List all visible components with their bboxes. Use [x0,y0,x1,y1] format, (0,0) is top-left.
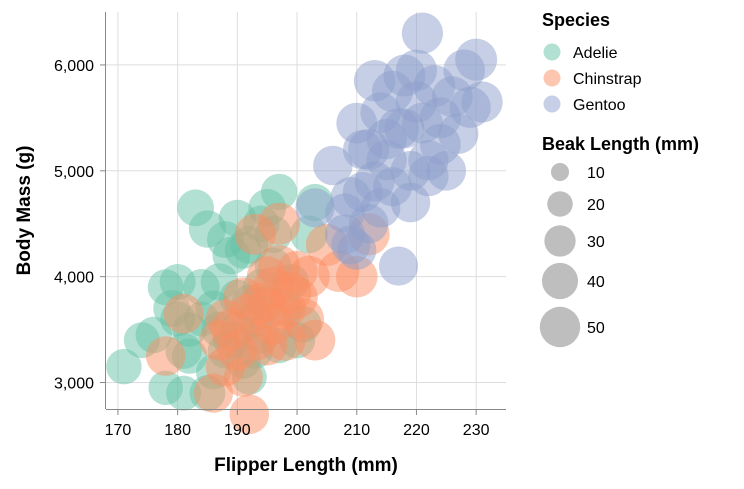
data-point-gentoo [360,92,401,133]
legend-size-circle [539,306,581,348]
legend-size-label: 40 [587,274,605,291]
legend-label-adelie: Adelie [573,45,618,62]
legend-size-circle [547,191,573,217]
data-point-gentoo [455,38,498,81]
legend-size-title: Beak Length (mm) [542,134,699,154]
x-tick-label: 230 [463,422,490,439]
x-axis-title: Flipper Length (mm) [214,455,398,476]
legend-swatch-adelie [543,43,561,61]
data-point-adelie [106,348,142,385]
legend-swatch-gentoo [543,95,561,113]
legend-species-title: Species [542,10,610,30]
data-point-chinstrap [294,319,336,361]
legend: Species Beak Length (mm) Adelie Chinstrap… [539,10,699,348]
legend-size-label: 20 [587,197,605,214]
data-point-adelie [260,173,298,211]
legend-label-chinstrap: Chinstrap [573,71,642,88]
x-tick-label: 170 [105,422,132,439]
data-points [106,12,503,435]
legend-swatch-chinstrap [543,69,561,87]
legend-size-label: 10 [587,165,605,182]
data-point-chinstrap [145,336,186,376]
legend-size-circle [541,262,579,300]
data-point-chinstrap [163,293,204,334]
axes: 170 180 190 200 210 220 230 3,000 4,000 5,000 6,00… [54,12,506,439]
data-point-gentoo [295,188,335,228]
y-tick-label: 5,000 [54,164,94,181]
x-tick-label: 200 [284,422,311,439]
data-point-gentoo [461,81,503,123]
x-tick-label: 220 [403,422,430,439]
data-point-gentoo [419,123,461,165]
data-point-gentoo [337,230,377,270]
x-tick-label: 210 [343,422,370,439]
y-tick-label: 6,000 [54,58,94,75]
legend-size-circle [544,225,576,257]
x-tick-label: 180 [164,422,191,439]
y-tick-label: 3,000 [54,376,94,393]
data-point-chinstrap [252,267,294,308]
legend-size-label: 30 [587,234,605,251]
data-point-chinstrap [229,394,270,435]
data-point-chinstrap [223,357,263,397]
data-point-gentoo [313,145,353,186]
data-point-gentoo [378,246,419,286]
data-point-chinstrap [264,319,306,361]
legend-size-circle [550,162,570,182]
data-point-gentoo [408,155,449,197]
data-point-chinstrap [258,202,301,245]
data-point-gentoo [395,49,438,91]
data-point-gentoo [401,12,444,54]
y-axis-title: Body Mass (g) [14,146,35,276]
y-tick-label: 4,000 [54,270,94,287]
legend-size-label: 50 [587,320,605,337]
x-tick-label: 190 [224,422,251,439]
legend-label-gentoo: Gentoo [573,97,626,114]
